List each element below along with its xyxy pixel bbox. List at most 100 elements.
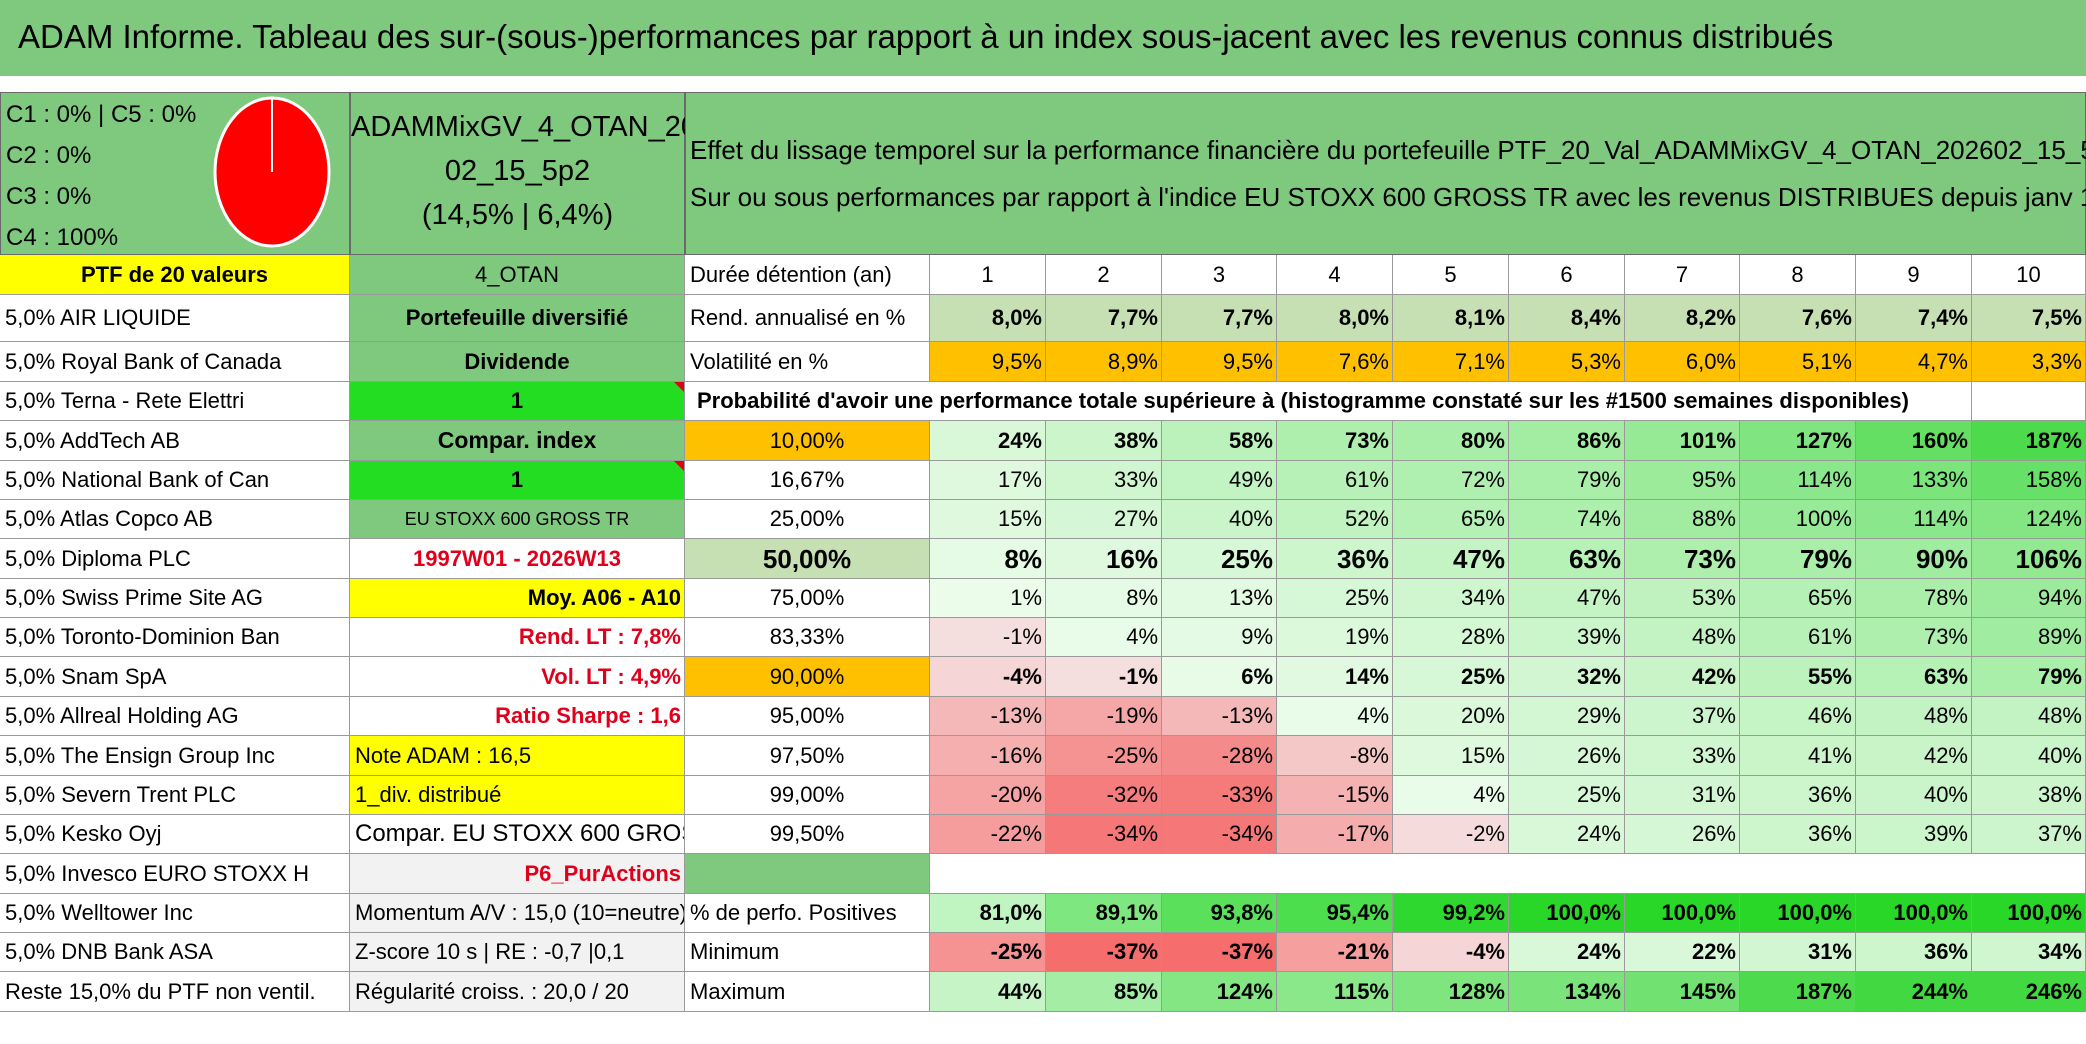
percentile-value: 73% — [1856, 618, 1972, 657]
percentile-value: 79% — [1740, 539, 1856, 579]
maximum-value: 244% — [1856, 972, 1972, 1012]
percentile-value: 158% — [1972, 461, 2086, 500]
holding-name: 5,0% The Ensign Group Inc — [0, 736, 350, 776]
year-header: 2 — [1046, 255, 1162, 295]
table-row: Reste 15,0% du PTF non ventil. Régularité… — [0, 972, 2086, 1012]
percentile-value: 53% — [1625, 579, 1740, 618]
percentile-value: 4% — [1046, 618, 1162, 657]
portfolio-info-cell: 1 — [350, 382, 685, 421]
maximum-value: 85% — [1046, 972, 1162, 1012]
positives-value: 95,4% — [1277, 894, 1393, 933]
percentile-value: 36% — [1740, 776, 1856, 815]
table-row: 5,0% AddTech AB Compar. index 10,00% 24% 38%… — [0, 421, 2086, 461]
volatility-value: 7,1% — [1393, 342, 1509, 382]
percentile-value: 49% — [1162, 461, 1277, 500]
portfolio-info-cell: Note ADAM : 16,5 — [350, 736, 685, 776]
percentile-value: 31% — [1625, 776, 1740, 815]
table-row: 5,0% Toronto-Dominion Ban Rend. LT : 7,8%… — [0, 618, 2086, 657]
percentile-value: -34% — [1162, 815, 1277, 854]
portfolio-name-line-2: 02_15_5p2 — [444, 155, 591, 187]
return-value: 8,0% — [930, 295, 1046, 342]
allocation-line-4: C4 : 100% — [6, 224, 119, 251]
return-value: 8,2% — [1625, 295, 1740, 342]
holding-name: 5,0% Swiss Prime Site AG — [0, 579, 350, 618]
percentile-value: 9% — [1162, 618, 1277, 657]
minimum-value: 34% — [1972, 933, 2086, 972]
minimum-value: -37% — [1046, 933, 1162, 972]
volatility-value: 5,1% — [1740, 342, 1856, 382]
percentile-value: 78% — [1856, 579, 1972, 618]
allocation-line-2: C2 : 0% — [6, 142, 92, 169]
percentile-label: 16,67% — [685, 461, 930, 500]
portfolio-info-cell: Vol. LT : 4,9% — [350, 657, 685, 697]
positives-value: 100,0% — [1740, 894, 1856, 933]
positives-value: 100,0% — [1625, 894, 1740, 933]
percentile-value: 79% — [1972, 657, 2086, 697]
positives-value: 100,0% — [1509, 894, 1625, 933]
percentile-value: 25% — [1162, 539, 1277, 579]
percentile-value: -13% — [1162, 697, 1277, 736]
percentile-value: 94% — [1972, 579, 2086, 618]
volatility-value: 3,3% — [1972, 342, 2086, 382]
positives-value: 99,2% — [1393, 894, 1509, 933]
positives-value: 100,0% — [1856, 894, 1972, 933]
percentile-value: 15% — [930, 500, 1046, 539]
portfolio-info-cell: Compar. index — [350, 421, 685, 461]
table-row: 5,0% Snam SpA Vol. LT : 4,9% 90,00% -4% -1% 6… — [0, 657, 2086, 697]
percentile-value: 61% — [1277, 461, 1393, 500]
percentile-label: 83,33% — [685, 618, 930, 657]
percentile-value: 33% — [1625, 736, 1740, 776]
percentile-value: 20% — [1393, 697, 1509, 736]
percentile-value: 40% — [1972, 736, 2086, 776]
percentile-value: 8% — [1046, 579, 1162, 618]
percentile-value: 4% — [1277, 697, 1393, 736]
percentile-value: 73% — [1625, 539, 1740, 579]
table-row: 5,0% Welltower Inc Momentum A/V : 15,0 (1… — [0, 894, 2086, 933]
percentile-value: 48% — [1625, 618, 1740, 657]
percentile-value: 63% — [1856, 657, 1972, 697]
percentile-value: 95% — [1625, 461, 1740, 500]
duration-label: Durée détention (an) — [685, 255, 930, 295]
maximum-value: 187% — [1740, 972, 1856, 1012]
portfolio-info-cell: Compar. EU STOXX 600 GROSS TR — [350, 815, 685, 854]
maximum-value: 124% — [1162, 972, 1277, 1012]
percentile-value: 37% — [1625, 697, 1740, 736]
return-value: 7,7% — [1162, 295, 1277, 342]
description-line-1: Effet du lissage temporel sur la perform… — [690, 135, 2086, 165]
minimum-value: 22% — [1625, 933, 1740, 972]
percentile-value: 42% — [1856, 736, 1972, 776]
table-row: PTF de 20 valeurs 4_OTAN Durée détention (… — [0, 255, 2086, 295]
positives-value: 93,8% — [1162, 894, 1277, 933]
percentile-value: -15% — [1277, 776, 1393, 815]
percentile-value: 106% — [1972, 539, 2086, 579]
percentile-value: 14% — [1277, 657, 1393, 697]
percentile-value: 80% — [1393, 421, 1509, 461]
percentile-value: 90% — [1856, 539, 1972, 579]
minimum-value: 24% — [1509, 933, 1625, 972]
percentile-value: -8% — [1277, 736, 1393, 776]
volatility-value: 9,5% — [1162, 342, 1277, 382]
portfolio-info-cell: Dividende — [350, 342, 685, 382]
volatility-value: 9,5% — [930, 342, 1046, 382]
percentile-value: 40% — [1162, 500, 1277, 539]
table-row: 5,0% Diploma PLC 1997W01 - 2026W13 50,00% 8… — [0, 539, 2086, 579]
percentile-value: 79% — [1509, 461, 1625, 500]
percentile-label: 95,00% — [685, 697, 930, 736]
percentile-value: 26% — [1625, 815, 1740, 854]
return-value: 7,5% — [1972, 295, 2086, 342]
holding-name: 5,0% National Bank of Can — [0, 461, 350, 500]
percentile-value: 187% — [1972, 421, 2086, 461]
percentile-value: 42% — [1625, 657, 1740, 697]
minimum-value: -4% — [1393, 933, 1509, 972]
percentile-value: 41% — [1740, 736, 1856, 776]
percentile-value: 38% — [1972, 776, 2086, 815]
percentile-label: 99,50% — [685, 815, 930, 854]
year-header: 7 — [1625, 255, 1740, 295]
portfolio-name-line-1: ADAMMixGV_4_OTAN_2026 — [351, 111, 730, 143]
percentile-value: 16% — [1046, 539, 1162, 579]
year-header: 9 — [1856, 255, 1972, 295]
portfolio-info-cell: Rend. LT : 7,8% — [350, 618, 685, 657]
holding-name: 5,0% DNB Bank ASA — [0, 933, 350, 972]
probability-label: Probabilité d'avoir une performance tota… — [685, 382, 1972, 421]
percentile-value: 25% — [1393, 657, 1509, 697]
